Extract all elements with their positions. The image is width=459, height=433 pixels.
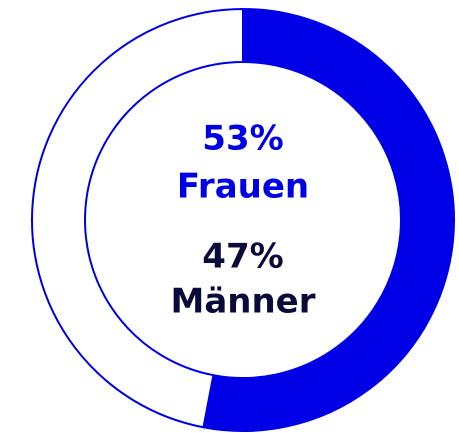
category-label: Frauen: [177, 167, 309, 207]
value-label: 53%: [202, 119, 283, 159]
donut-slice: [202, 7, 455, 432]
value-label: 47%: [202, 237, 283, 277]
donut-slice: [31, 7, 244, 429]
category-label: Männer: [170, 282, 315, 322]
